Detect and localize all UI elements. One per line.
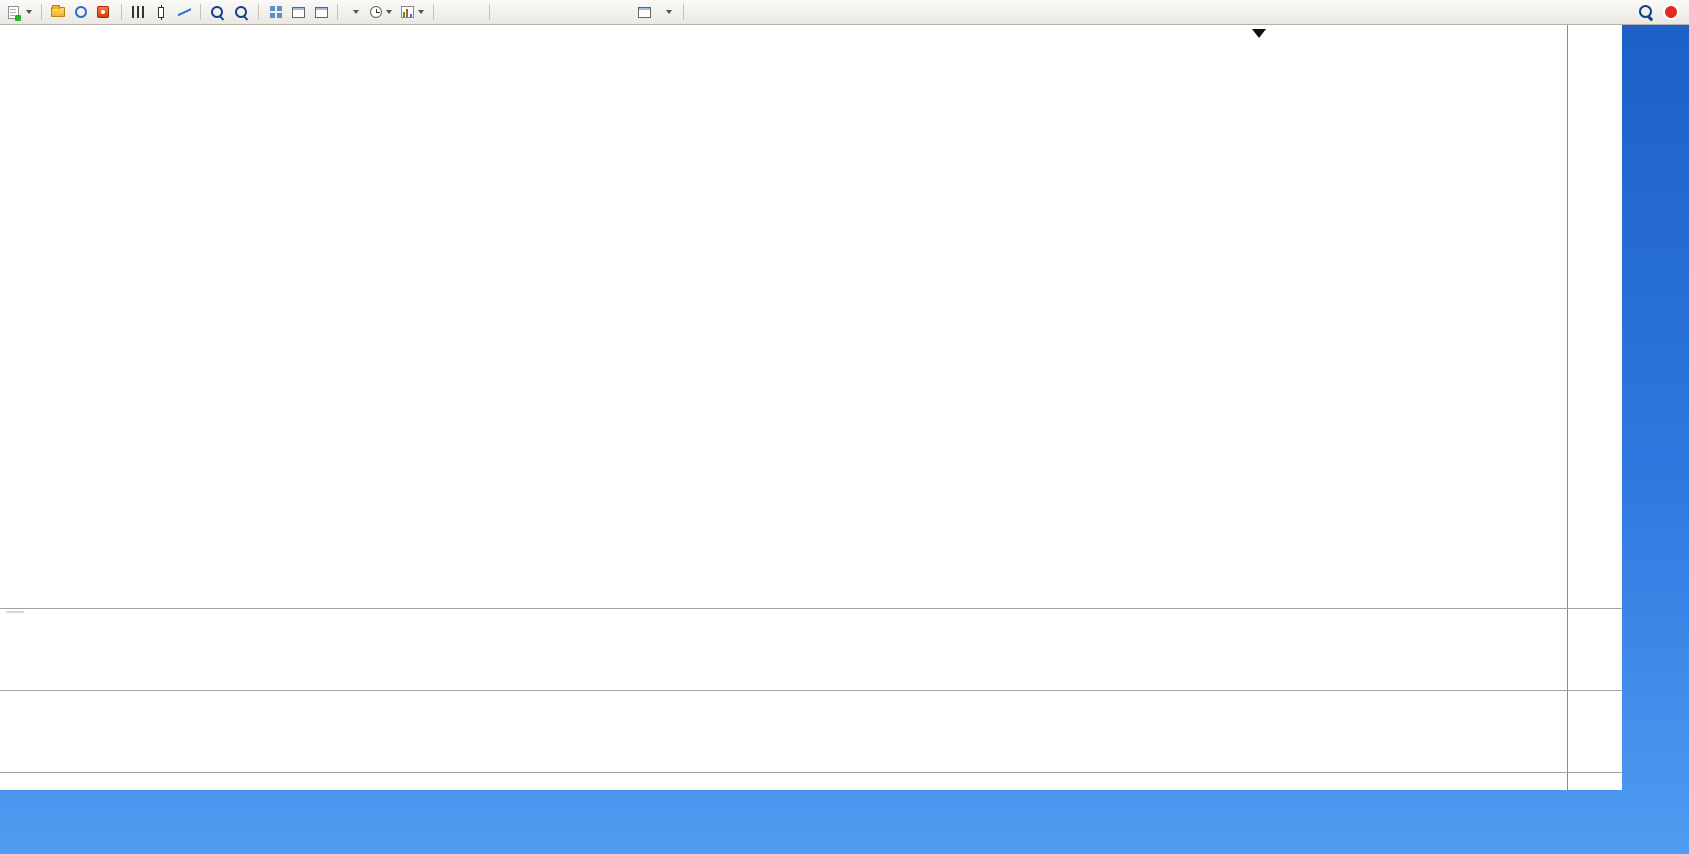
text-label-button[interactable] — [633, 2, 655, 23]
chevron-down-icon — [666, 10, 672, 14]
cursor-button[interactable] — [439, 2, 461, 23]
panel-divider — [0, 772, 1622, 773]
folder-icon — [51, 5, 65, 17]
cascade-windows-button[interactable] — [287, 2, 309, 23]
line-chart-button[interactable] — [173, 2, 195, 23]
vertical-line-button[interactable] — [495, 2, 517, 23]
robot-icon — [97, 6, 109, 18]
new-order-button[interactable] — [4, 2, 36, 23]
chart-window — [0, 25, 1622, 790]
line-chart-icon — [178, 6, 191, 18]
fibonacci-button[interactable] — [587, 2, 609, 23]
zoom-in-icon — [210, 5, 225, 20]
toolbar-separator — [121, 4, 122, 20]
zoom-in-button[interactable] — [206, 2, 229, 23]
bars-chart-button[interactable] — [127, 2, 149, 23]
rsi-panel — [0, 690, 1567, 772]
candlestick-icon — [158, 4, 164, 20]
price-axis[interactable] — [1567, 25, 1622, 790]
toolbar-separator — [683, 4, 684, 20]
new-order-icon — [8, 5, 21, 21]
clock-icon — [370, 6, 382, 18]
chevron-down-icon — [353, 10, 359, 14]
price-chart — [0, 25, 1567, 608]
panel-divider[interactable] — [0, 608, 1622, 609]
chevron-down-icon — [26, 10, 32, 14]
auto-trading-button[interactable] — [93, 2, 116, 23]
macd-panel — [0, 608, 1567, 690]
templates-button[interactable] — [397, 2, 428, 23]
shapes-button[interactable] — [656, 2, 678, 23]
search-icon — [1638, 4, 1654, 20]
zoom-out-icon — [234, 5, 249, 20]
periods-button[interactable] — [366, 2, 396, 23]
refresh-button[interactable] — [70, 2, 92, 23]
window-icon — [314, 6, 328, 18]
toolbar — [0, 0, 1689, 25]
channel-button[interactable] — [564, 2, 586, 23]
horizontal-line-button[interactable] — [518, 2, 540, 23]
panel-divider[interactable] — [0, 690, 1622, 691]
time-axis[interactable] — [0, 772, 1567, 790]
search-button[interactable] — [1634, 2, 1658, 23]
text-button[interactable] — [610, 2, 632, 23]
bar-chart-icon — [132, 6, 144, 18]
toolbar-separator — [258, 4, 259, 20]
toolbar-separator — [433, 4, 434, 20]
tile-windows-icon — [270, 6, 275, 11]
crosshair-button[interactable] — [462, 2, 484, 23]
add-indicator-button[interactable] — [343, 2, 365, 23]
toolbar-separator — [200, 4, 201, 20]
chart-template-icon — [401, 6, 414, 18]
notification-badge[interactable] — [1663, 4, 1679, 20]
trendline-button[interactable] — [541, 2, 563, 23]
toolbar-separator — [489, 4, 490, 20]
rsi-label — [6, 693, 11, 695]
chevron-down-icon — [386, 10, 392, 14]
toolbar-separator — [41, 4, 42, 20]
window-icon — [291, 6, 305, 18]
refresh-icon — [75, 6, 87, 18]
profiles-button[interactable] — [47, 2, 69, 23]
chart-shift-marker[interactable] — [1252, 29, 1266, 38]
zoom-out-button[interactable] — [230, 2, 253, 23]
arrange-windows-button[interactable] — [310, 2, 332, 23]
macd-label — [6, 611, 24, 613]
tile-windows-button[interactable] — [264, 2, 286, 23]
candles-chart-button[interactable] — [150, 2, 172, 23]
text-label-icon — [637, 6, 651, 18]
toolbar-separator — [337, 4, 338, 20]
chevron-down-icon — [418, 10, 424, 14]
